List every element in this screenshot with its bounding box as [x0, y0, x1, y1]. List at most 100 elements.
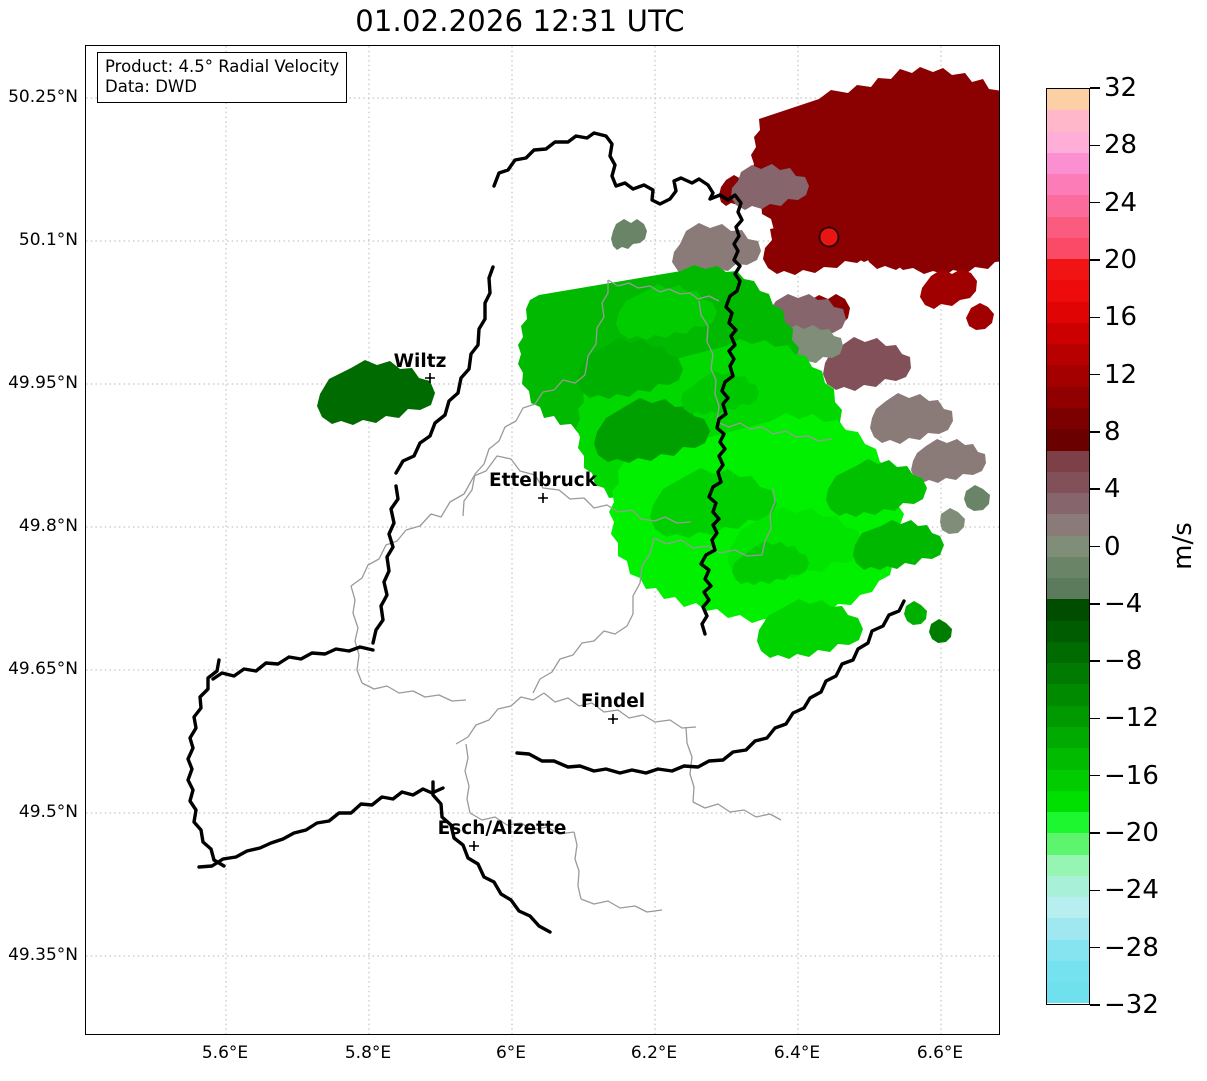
colorbar-segment	[1047, 854, 1089, 876]
colorbar-tick-label: 20	[1104, 244, 1138, 275]
colorbar-segment	[1047, 322, 1089, 345]
colorbar-tick-label: −4	[1104, 588, 1143, 619]
city-label-wiltz: Wiltz	[393, 351, 447, 372]
colorbar-segment	[1047, 535, 1089, 557]
map-canvas	[86, 46, 999, 1034]
ytick-label: 49.5°N	[18, 802, 78, 822]
country-border-luxembourg	[186, 131, 906, 934]
data-source-line: Data: DWD	[105, 77, 197, 96]
colorbar-tick-label: 32	[1104, 73, 1138, 103]
colorbar-tick-label: 0	[1104, 531, 1121, 562]
colorbar-tick-label: −8	[1104, 646, 1143, 677]
colorbar-segment	[1047, 556, 1089, 579]
colorbar-tick	[1090, 431, 1100, 433]
colorbar-segment	[1047, 429, 1089, 451]
colorbar-segment	[1047, 790, 1089, 813]
colorbar-segment	[1047, 152, 1089, 175]
colorbar-segment	[1047, 684, 1089, 706]
colorbar-segment	[1047, 110, 1089, 132]
xtick-label: 6°E	[495, 1043, 527, 1063]
colorbar-segment	[1047, 216, 1089, 238]
colorbar-segment	[1047, 982, 1089, 1004]
colorbar-segment	[1047, 344, 1089, 366]
colorbar-segment	[1047, 471, 1089, 494]
colorbar-segment	[1047, 131, 1089, 153]
colorbar-tick	[1090, 660, 1100, 662]
colorbar-tick	[1090, 1004, 1100, 1006]
ytick-label: 49.35°N	[8, 945, 78, 965]
colorbar-tick-label: −32	[1104, 990, 1159, 1020]
colorbar-segment	[1047, 897, 1089, 919]
ytick-label: 50.25°N	[8, 87, 78, 107]
city-label-ettelbruck: Ettelbruck	[488, 470, 598, 491]
colorbar-segment	[1047, 237, 1089, 260]
product-line: Product: 4.5° Radial Velocity	[105, 57, 340, 76]
colorbar-segment	[1047, 407, 1089, 430]
colorbar-tick-label: 28	[1104, 130, 1138, 161]
colorbar-tick	[1090, 832, 1100, 834]
colorbar-segment	[1047, 705, 1089, 727]
colorbar-tick	[1090, 373, 1100, 376]
colorbar-segment	[1047, 259, 1089, 281]
ytick-label: 49.95°N	[8, 373, 78, 393]
colorbar-segment	[1047, 599, 1089, 621]
colorbar-segment	[1047, 812, 1089, 834]
colorbar-segment	[1047, 960, 1089, 983]
colorbar-segment	[1047, 280, 1089, 302]
colorbar-segment	[1047, 726, 1089, 749]
city-marker-esch-alzette	[469, 841, 480, 852]
colorbar-tick	[1090, 316, 1100, 318]
page-title: 01.02.2026 12:31 UTC	[355, 4, 685, 38]
xtick-label: 5.8°E	[344, 1043, 392, 1063]
colorbar-tick	[1090, 946, 1100, 949]
colorbar-segment	[1047, 514, 1089, 536]
colorbar-tick	[1090, 87, 1100, 89]
colorbar-segment	[1047, 663, 1089, 685]
colorbar-segment	[1047, 578, 1089, 600]
product-info-box: Product: 4.5° Radial Velocity Data: DWD	[97, 52, 348, 103]
colorbar-tick-label: −20	[1104, 818, 1159, 849]
radar-site-marker[interactable]	[818, 226, 840, 248]
city-label-esch-alzette: Esch/Alzette	[437, 818, 567, 839]
colorbar-tick	[1090, 545, 1100, 548]
radar-echo-negative	[317, 265, 952, 659]
ytick-label: 49.65°N	[8, 659, 78, 679]
xtick-label: 6.4°E	[773, 1043, 821, 1063]
colorbar-tick-label: 16	[1104, 302, 1138, 333]
colorbar-tick-label: −28	[1104, 932, 1159, 963]
city-marker-ettelbruck	[538, 493, 549, 504]
colorbar-segment	[1047, 918, 1089, 940]
xtick-label: 6.2°E	[630, 1043, 678, 1063]
district-borders	[350, 279, 833, 913]
city-marker-findel	[608, 714, 619, 725]
colorbar-tick	[1090, 488, 1100, 490]
colorbar-segment	[1047, 939, 1089, 961]
xtick-label: 6.6°E	[916, 1043, 964, 1063]
colorbar-segment	[1047, 833, 1089, 855]
map-axes[interactable]: Wiltz Ettelbruck Findel Esch/Alzette	[85, 45, 1000, 1035]
colorbar-tick	[1090, 775, 1100, 777]
colorbar-tick-label: −16	[1104, 760, 1159, 791]
city-label-findel: Findel	[580, 691, 646, 712]
colorbar-segment	[1047, 769, 1089, 791]
colorbar-tick-label: −12	[1104, 703, 1159, 734]
colorbar-segment	[1047, 386, 1089, 408]
colorbar-unit-label: m/s	[1168, 522, 1198, 570]
colorbar-segment	[1047, 641, 1089, 664]
colorbar-segment	[1047, 195, 1089, 217]
colorbar-segment	[1047, 174, 1089, 196]
colorbar-tick-label: 4	[1104, 474, 1121, 505]
colorbar-tick-label: 12	[1104, 359, 1138, 390]
colorbar-tick	[1090, 603, 1100, 605]
colorbar-segment	[1047, 493, 1089, 515]
colorbar-tick-label: 8	[1104, 416, 1121, 447]
colorbar-segment	[1047, 450, 1089, 472]
colorbar-segment	[1047, 875, 1089, 898]
colorbar-segment	[1047, 89, 1089, 111]
ytick-label: 49.8°N	[18, 516, 78, 536]
colorbar[interactable]	[1046, 88, 1090, 1005]
colorbar-tick	[1090, 201, 1100, 204]
xtick-label: 5.6°E	[201, 1043, 249, 1063]
ytick-label: 50.1°N	[18, 230, 78, 250]
